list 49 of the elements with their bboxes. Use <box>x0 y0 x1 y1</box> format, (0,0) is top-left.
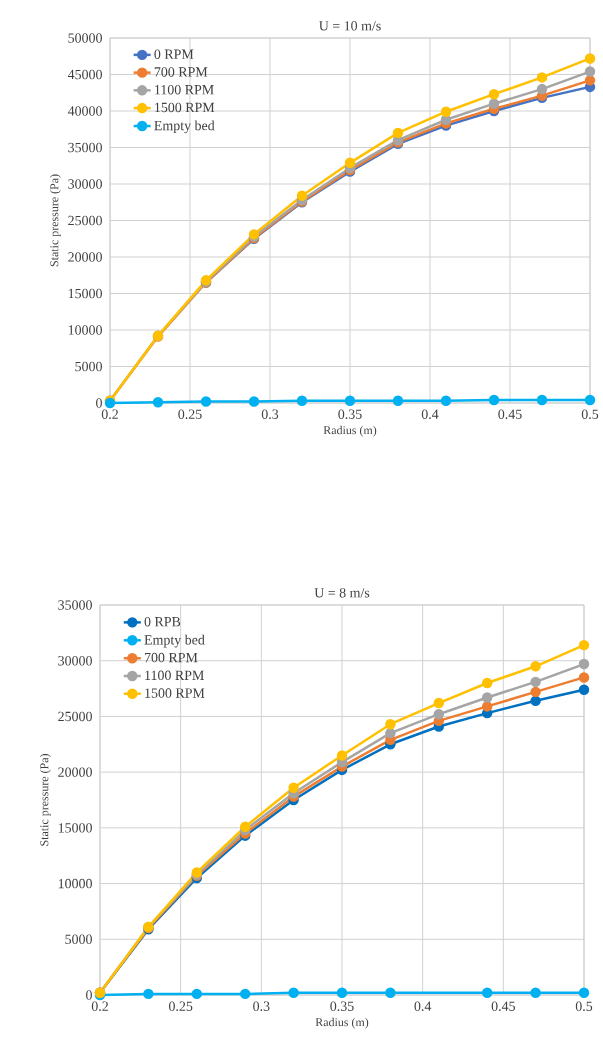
x-tick-label: 0.4 <box>414 1001 432 1011</box>
x-tick-label: 0.4 <box>421 409 439 419</box>
y-tick-label: 25000 <box>68 215 102 226</box>
legend-label: 700 RPM <box>144 652 198 663</box>
y-tick-label: 10000 <box>68 325 102 335</box>
x-tick-label: 0.3 <box>261 409 279 419</box>
x-tick-label: 0.2 <box>101 409 118 419</box>
legend-label: 1500 RPM <box>145 688 205 698</box>
legend-label: 700 RPM <box>154 67 208 77</box>
legend-label: Empty bed <box>154 120 215 134</box>
y-tick-label: 0 <box>96 398 102 408</box>
x-tick-label: 0.5 <box>581 409 599 419</box>
y-tick-label: 25000 <box>58 711 92 722</box>
x-tick-label: 0.35 <box>338 409 362 419</box>
chart-title: U = 10 m/s <box>319 21 381 31</box>
y-tick-label: 35000 <box>58 600 92 610</box>
x-tick-label: 0.3 <box>253 1001 270 1011</box>
x-tick-label: 0.45 <box>498 409 522 419</box>
x-tick-label: 0.25 <box>178 409 202 419</box>
x-tick-label: 0.35 <box>330 1001 354 1011</box>
y-tick-label: 50000 <box>68 33 102 43</box>
y-tick-label: 20000 <box>58 767 92 777</box>
x-tick-label: 0.2 <box>91 1001 108 1011</box>
x-tick-label: 0.25 <box>168 1001 193 1011</box>
y-tick-label: 10000 <box>58 878 92 889</box>
legend-label: 1100 RPM <box>145 670 204 681</box>
y-axis-title: Static pressure (Pa) <box>39 754 51 846</box>
y-tick-label: 30000 <box>58 656 92 666</box>
x-axis-title: Radius (m) <box>315 1017 369 1029</box>
x-axis-title: Radius (m) <box>323 425 377 437</box>
legend-label: 1500 RPM <box>155 102 215 113</box>
legend-label: 0 RPM <box>154 49 194 59</box>
x-tick-label: 0.5 <box>575 1001 593 1011</box>
x-tick-label: 0.45 <box>491 1001 515 1011</box>
y-tick-label: 45000 <box>67 69 102 80</box>
legend-label: Empty bed <box>144 634 205 648</box>
y-tick-label: 30000 <box>68 179 102 189</box>
y-tick-label: 20000 <box>68 252 102 262</box>
y-tick-label: 15000 <box>68 288 102 299</box>
y-tick-label: 35000 <box>68 142 102 153</box>
legend-label: 1100 RPM <box>155 84 214 95</box>
chart-title: U = 8 m/s <box>314 588 370 598</box>
y-tick-label: 15000 <box>58 823 92 833</box>
y-tick-label: 5000 <box>75 361 102 372</box>
y-tick-label: 0 <box>86 990 92 1000</box>
y-tick-label: 40000 <box>67 106 102 116</box>
y-axis-title: Static pressure (Pa) <box>49 174 61 267</box>
legend-label: 0 RPB <box>144 616 181 627</box>
y-tick-label: 5000 <box>65 934 92 944</box>
